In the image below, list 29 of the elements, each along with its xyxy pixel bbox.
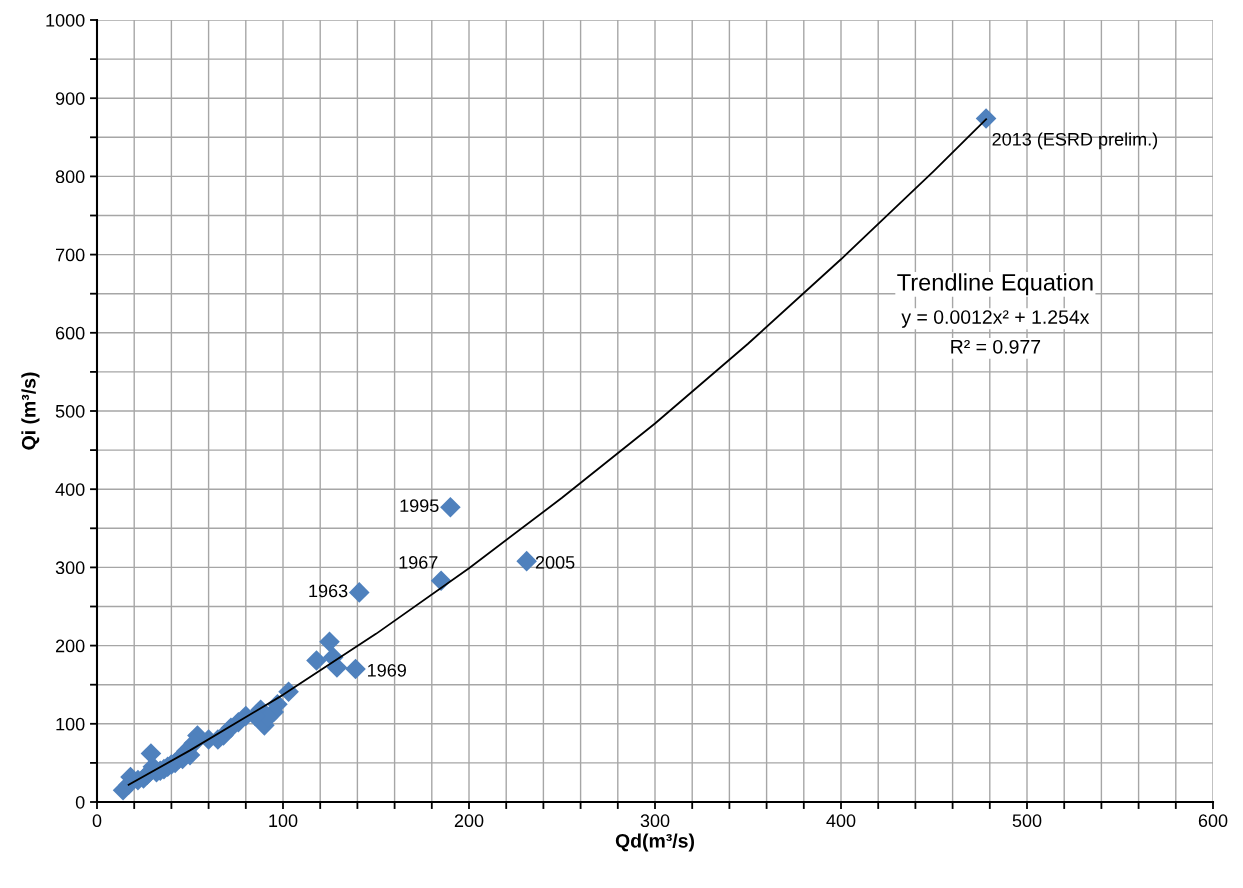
y-tick-label: 900 [55, 92, 85, 105]
x-tick-label: 0 [92, 814, 102, 828]
annotation: 1995 [400, 499, 439, 513]
annotation: 1967 [399, 556, 438, 569]
x-tick-label: 500 [1012, 814, 1042, 828]
x-tick-label: 100 [269, 814, 298, 828]
y-tick-label: 200 [55, 639, 85, 653]
x-tick-label: 300 [640, 814, 670, 828]
y-axis-title: Qi (m³/s) [21, 372, 40, 450]
x-axis-title: Qd(m³/s) [615, 833, 694, 852]
y-tick-label: 700 [56, 248, 85, 262]
annotation: R² = 0.977 [951, 339, 1041, 354]
y-tick-label: 800 [55, 170, 85, 184]
annotation: y = 0.0012x² + 1.254x [901, 310, 1090, 328]
annotation: Trendline Equation [897, 273, 1093, 296]
x-tick-label: 600 [1198, 814, 1228, 828]
y-tick-label: 600 [55, 326, 85, 340]
x-tick-label: 400 [826, 814, 856, 828]
y-tick-label: 300 [55, 561, 85, 575]
y-tick-label: 0 [75, 795, 85, 809]
y-tick-label: 1000 [46, 13, 85, 27]
annotation: 2013 (ESRD prelim.) [992, 132, 1158, 150]
x-tick-label: 200 [454, 814, 484, 828]
annotation: 1963 [309, 584, 348, 598]
y-tick-label: 400 [55, 483, 85, 496]
y-tick-label: 100 [56, 717, 85, 731]
annotation: 2005 [535, 555, 575, 569]
y-tick-label: 500 [55, 404, 85, 418]
annotation: 1969 [368, 663, 406, 677]
